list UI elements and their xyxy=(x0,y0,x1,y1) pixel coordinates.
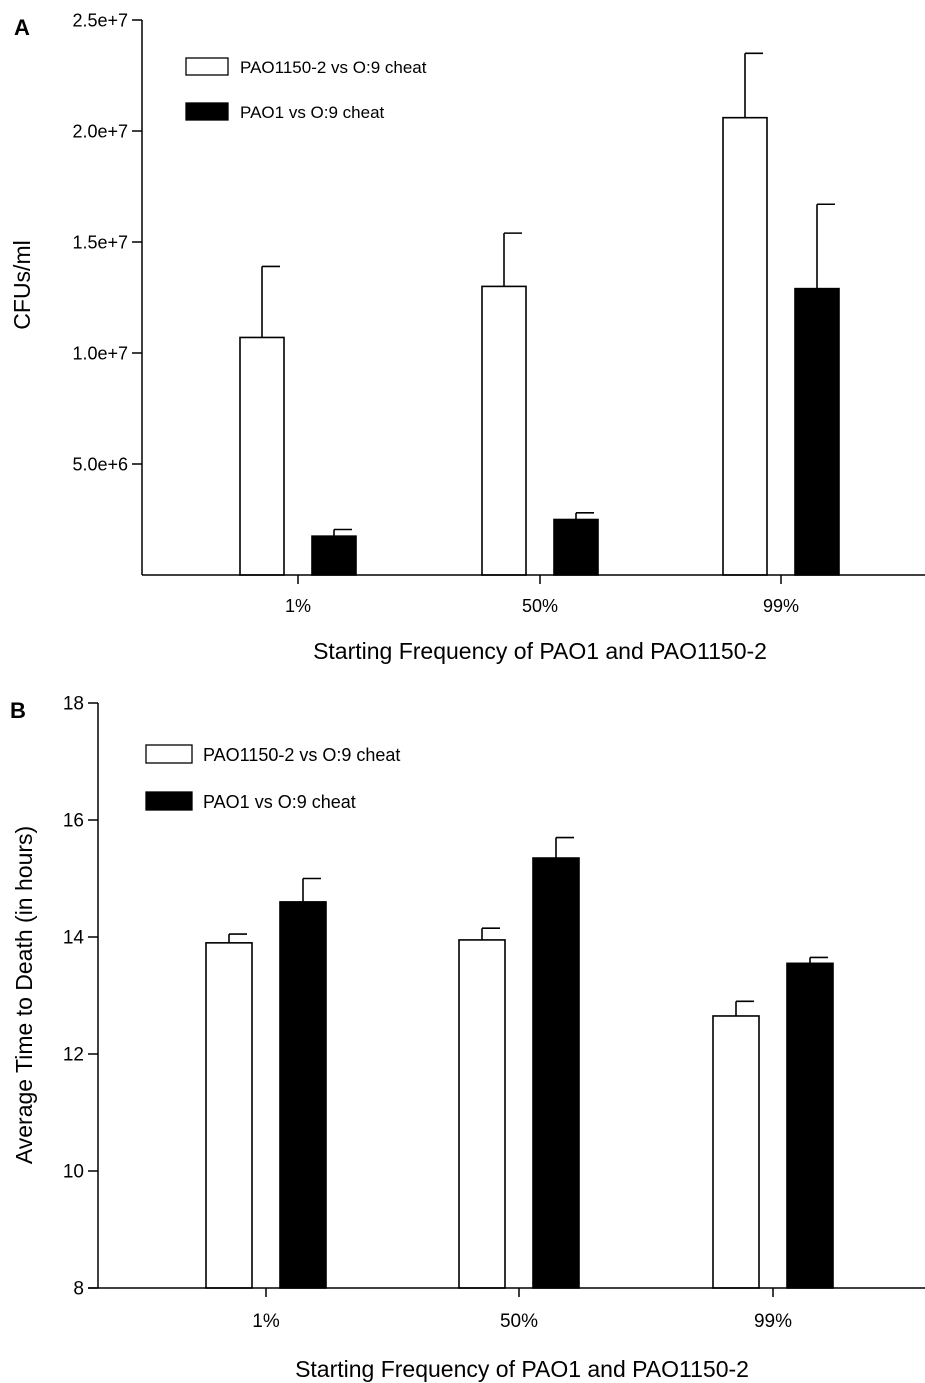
legend-swatch-0 xyxy=(145,744,193,764)
bar-1-2 xyxy=(786,962,834,1289)
legend-swatch-0 xyxy=(185,57,229,76)
x-tick-label: 50% xyxy=(522,596,558,616)
legend-label-1: PAO1 vs O:9 cheat xyxy=(203,792,356,812)
x-tick-label: 99% xyxy=(763,596,799,616)
y-tick-label: 10 xyxy=(63,1162,84,1183)
legend-swatch-1 xyxy=(145,791,193,811)
x-axis-label: Starting Frequency of PAO1 and PAO1150-2 xyxy=(295,1356,749,1382)
x-tick-label: 1% xyxy=(252,1311,280,1332)
bar-1-0 xyxy=(311,535,357,576)
bar-0-0 xyxy=(205,942,253,1289)
y-tick-label: 12 xyxy=(63,1045,84,1066)
legend: PAO1150-2 vs O:9 cheat PAO1 vs O:9 cheat xyxy=(185,57,427,122)
y-tick-label: 14 xyxy=(63,928,85,949)
bar-0-2 xyxy=(722,116,768,576)
legend-label-0: PAO1150-2 vs O:9 cheat xyxy=(203,745,400,765)
y-tick-label: 2.0e+7 xyxy=(72,121,128,141)
y-axis-label: CFUs/ml xyxy=(9,240,35,329)
bar-1-1 xyxy=(553,518,599,576)
legend-swatch-1 xyxy=(185,102,229,121)
legend: PAO1150-2 vs O:9 cheat PAO1 vs O:9 cheat xyxy=(145,744,400,812)
legend-label-1: PAO1 vs O:9 cheat xyxy=(240,103,385,122)
y-tick-label: 16 xyxy=(63,811,84,832)
bar-0-1 xyxy=(481,285,527,576)
chart-panel-a: 5.0e+6 1.0e+7 1.5e+7 2.0e+7 2.5e+7 1% 50% 99% St… xyxy=(9,10,925,664)
x-axis-label: Starting Frequency of PAO1 and PAO1150-2 xyxy=(313,638,767,664)
y-tick-label: 8 xyxy=(73,1279,84,1300)
x-tick-label: 50% xyxy=(500,1311,538,1332)
bar-1-1 xyxy=(532,857,580,1289)
x-tick-label: 99% xyxy=(754,1311,792,1332)
legend-label-0: PAO1150-2 vs O:9 cheat xyxy=(240,58,427,77)
x-tick-label: 1% xyxy=(285,596,311,616)
y-tick-label: 1.5e+7 xyxy=(72,232,128,252)
panel-label: B xyxy=(10,698,26,723)
bar-0-0 xyxy=(239,336,285,576)
y-axis-label: Average Time to Death (in hours) xyxy=(11,826,37,1164)
bar-1-0 xyxy=(279,901,327,1289)
y-tick-label: 18 xyxy=(63,694,84,715)
bar-1-2 xyxy=(794,287,840,576)
bar-0-1 xyxy=(458,939,506,1289)
chart-panel-b: 8 10 12 14 16 18 1% 50% 99% Starting Frequency of… xyxy=(10,694,925,1382)
panel-label: A xyxy=(14,15,30,40)
y-tick-label: 2.5e+7 xyxy=(72,10,128,30)
bar-0-2 xyxy=(712,1015,760,1289)
y-tick-label: 1.0e+7 xyxy=(72,343,128,363)
y-tick-label: 5.0e+6 xyxy=(72,454,128,474)
